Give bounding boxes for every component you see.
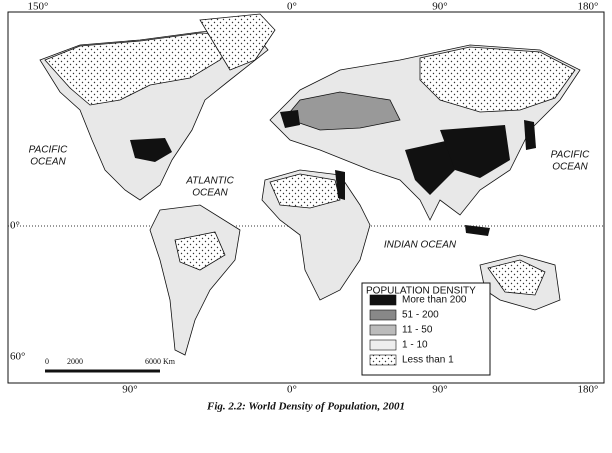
left-label: 0°	[10, 220, 20, 232]
top-label: 150°	[28, 1, 49, 13]
china-dense	[440, 125, 510, 178]
australia-sparse	[487, 259, 546, 296]
greenland	[199, 13, 276, 71]
scale-label: 6000 Km	[145, 357, 176, 366]
ocean-label: PACIFIC	[29, 145, 68, 156]
bottom-label: 0°	[287, 384, 297, 396]
amazon-sparse	[174, 231, 226, 271]
legend-title: POPULATION DENSITY	[366, 286, 476, 297]
legend-swatch	[369, 324, 397, 336]
nile-dense	[335, 170, 345, 200]
bottom-label: 180°	[578, 384, 599, 396]
ocean-label: ATLANTIC	[185, 176, 234, 187]
east-us-dense	[130, 138, 172, 162]
scale-label: 2000	[67, 357, 83, 366]
legend-swatch	[369, 309, 397, 321]
legend-swatch	[369, 354, 397, 366]
legend-label: 51 - 200	[402, 310, 439, 321]
legend-label: 1 - 10	[402, 340, 428, 351]
legend-label: More than 200	[402, 295, 467, 306]
ocean-label: OCEAN	[30, 157, 66, 168]
siberia-sparse	[419, 46, 576, 113]
caption: Fig. 2.2: World Density of Population, 2…	[206, 401, 405, 413]
canada-sparse	[44, 32, 241, 106]
top-label: 90°	[432, 1, 447, 13]
legend-label: Less than 1	[402, 355, 454, 366]
sahara	[269, 173, 341, 209]
bottom-label: 90°	[432, 384, 447, 396]
scale-label: 0	[45, 357, 49, 366]
ocean-label: OCEAN	[192, 188, 228, 199]
bottom-label: 90°	[122, 384, 137, 396]
ocean-label: OCEAN	[552, 162, 588, 173]
ocean-label: INDIAN OCEAN	[384, 240, 457, 251]
top-label: 0°	[287, 1, 297, 13]
java-dense	[465, 225, 490, 236]
uk-dense	[280, 110, 300, 128]
legend-label: 11 - 50	[402, 325, 433, 336]
left-label: 60°	[10, 351, 25, 363]
india-dense	[405, 140, 455, 195]
legend-swatch	[369, 339, 397, 351]
land	[39, 13, 581, 356]
europe-dense	[284, 91, 401, 131]
top-label: 180°	[578, 1, 599, 13]
ocean-label: PACIFIC	[551, 150, 590, 161]
legend-swatch	[369, 294, 397, 306]
japan-dense	[524, 120, 536, 150]
